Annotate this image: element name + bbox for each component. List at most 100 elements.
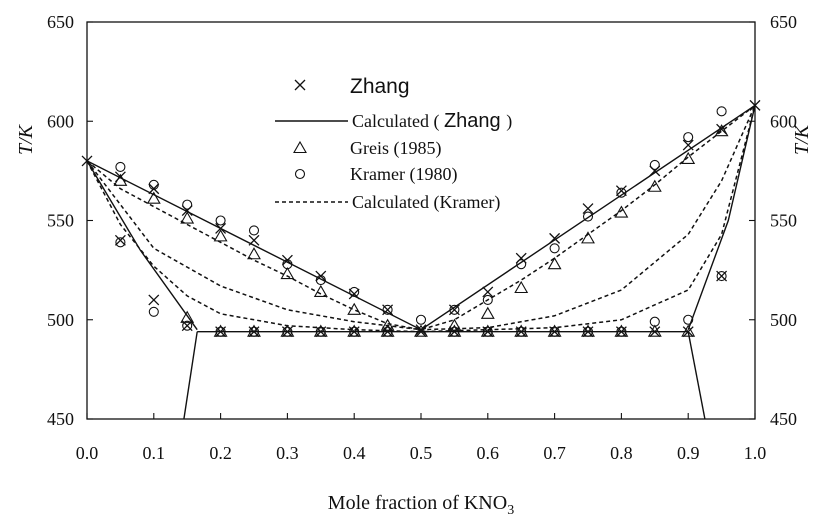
calculated-zhang-line xyxy=(86,160,198,331)
kramer-point xyxy=(716,271,727,282)
kramer-point xyxy=(182,199,193,210)
kramer-point xyxy=(582,326,594,337)
greis-point xyxy=(514,280,529,294)
x-tick-label: 0.4 xyxy=(343,443,366,463)
kramer-point xyxy=(449,304,460,315)
kramer-point xyxy=(449,326,460,337)
y-tick-label-right: 550 xyxy=(770,211,797,231)
greis-point xyxy=(480,306,495,319)
y-tick-label-left: 550 xyxy=(47,211,74,231)
kramer-point xyxy=(315,274,326,286)
kramer-point xyxy=(683,314,694,325)
kramer-point xyxy=(148,306,159,317)
kramer-point xyxy=(549,326,560,337)
kramer-point xyxy=(549,243,560,254)
legend-marker xyxy=(294,168,306,180)
legend-label: Zhang xyxy=(350,75,410,98)
legend-label: Calculated ( Zhang ) xyxy=(352,110,512,132)
greis-point xyxy=(146,191,161,204)
zhang-point xyxy=(215,222,227,234)
legend-label: Greis (1985) xyxy=(350,138,441,159)
y-tick-label-left: 450 xyxy=(47,409,74,429)
kramer-point xyxy=(282,326,293,337)
y-tick-label-left: 500 xyxy=(47,310,74,330)
y-axis-title-right: T/K xyxy=(791,123,813,155)
greis-point xyxy=(180,310,195,323)
x-tick-label: 0.1 xyxy=(143,443,166,463)
y-tick-label-left: 600 xyxy=(47,111,74,131)
kramer-point xyxy=(115,237,126,248)
x-tick-label: 0.8 xyxy=(610,443,633,463)
kramer-point xyxy=(382,326,393,337)
kramer-point xyxy=(616,326,627,337)
zhang-point xyxy=(649,326,661,338)
greis-point xyxy=(313,284,328,298)
kramer-point xyxy=(482,294,493,305)
kramer-point xyxy=(415,314,427,325)
chart-axis-titles: Mole fraction of KNO3 T/K T/K xyxy=(15,123,813,517)
greis-point xyxy=(280,266,295,280)
calculated-kramer-line xyxy=(86,104,756,331)
kramer-point xyxy=(148,179,159,190)
greis-point xyxy=(247,247,261,260)
kramer-point xyxy=(349,326,360,337)
kramer-point xyxy=(516,259,527,270)
greis-point xyxy=(347,302,362,315)
legend-marker xyxy=(293,140,307,154)
chart-lines xyxy=(86,104,756,420)
kramer-point xyxy=(282,259,293,270)
zhang-point xyxy=(549,232,561,244)
x-tick-label: 0.9 xyxy=(677,443,700,463)
greis-point xyxy=(113,173,128,186)
kramer-point xyxy=(482,326,493,337)
zhang-point xyxy=(682,326,694,338)
greis-point xyxy=(647,324,662,337)
zhang-point xyxy=(415,326,427,338)
legend-marker xyxy=(294,79,306,91)
greis-point xyxy=(581,231,595,244)
y-tick-label-right: 450 xyxy=(770,409,797,429)
kramer-point xyxy=(516,326,527,337)
zhang-point xyxy=(716,123,728,135)
zhang-point xyxy=(482,286,494,298)
x-tick-label: 0.3 xyxy=(276,443,299,463)
x-tick-label: 0.2 xyxy=(209,443,232,463)
kramer-point xyxy=(582,211,594,222)
zhang-point xyxy=(348,288,360,300)
calculated-zhang-line xyxy=(687,105,756,330)
x-tick-label: 0.6 xyxy=(477,443,500,463)
zhang-point xyxy=(114,234,126,246)
greis-point xyxy=(681,324,696,337)
plot-frame xyxy=(86,21,756,420)
calculated-kramer-line xyxy=(86,105,756,331)
zhang-point xyxy=(148,294,160,306)
kramer-point xyxy=(115,161,126,172)
calculated-zhang-line xyxy=(687,331,706,420)
kramer-point xyxy=(616,187,627,198)
greis-point xyxy=(180,211,195,224)
kramer-point xyxy=(215,326,226,337)
kramer-point xyxy=(215,215,226,226)
kramer-point xyxy=(716,106,727,117)
greis-point xyxy=(681,151,696,165)
x-tick-label: 0.5 xyxy=(410,443,433,463)
kramer-point xyxy=(649,316,660,327)
greis-point xyxy=(380,318,395,331)
y-tick-label-left: 650 xyxy=(47,12,74,32)
legend-label: Kramer (1980) xyxy=(350,164,457,185)
greis-point xyxy=(647,179,662,192)
zhang-point xyxy=(749,99,761,111)
legend-label: Calculated (Kramer) xyxy=(352,192,500,213)
chart-legend: Zhang Calculated ( Zhang ) Greis (1985) Kra… xyxy=(275,75,512,213)
greis-point xyxy=(614,205,629,218)
kramer-point xyxy=(382,304,393,315)
kramer-point xyxy=(349,286,360,298)
zhang-point xyxy=(415,324,427,336)
y-tick-label-right: 600 xyxy=(770,111,797,131)
zhang-point xyxy=(615,185,627,197)
kramer-point xyxy=(248,326,260,337)
kramer-point xyxy=(248,225,260,236)
greis-point xyxy=(213,229,228,242)
